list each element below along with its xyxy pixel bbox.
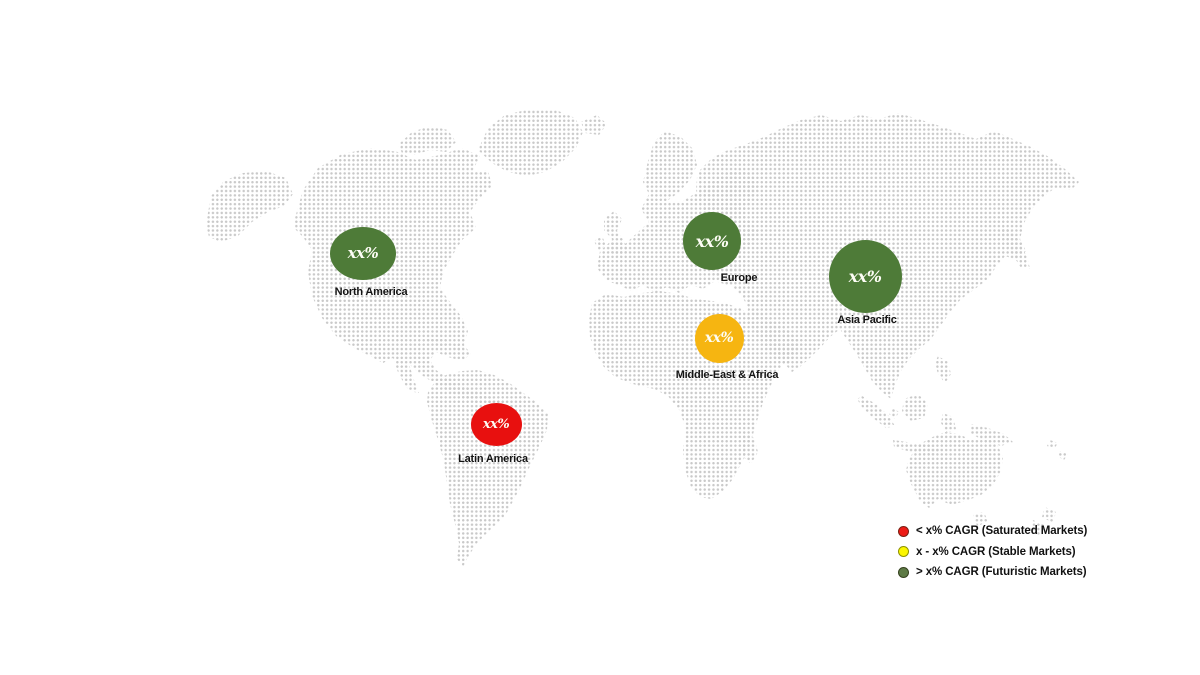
region-value: xx% bbox=[482, 416, 510, 432]
region-label-middle-east-africa: Middle-East & Africa bbox=[675, 369, 779, 381]
region-label-europe: Europe bbox=[720, 272, 758, 284]
legend-dot-icon bbox=[898, 525, 909, 537]
legend-dot-icon bbox=[898, 546, 909, 558]
legend-label: x - x% CAGR (Stable Markets) bbox=[916, 545, 1076, 558]
region-bubble-middle-east-africa: xx% bbox=[694, 313, 744, 363]
legend-item: > x% CAGR (Futuristic Markets) bbox=[898, 562, 1087, 583]
legend-dot-icon bbox=[898, 566, 909, 578]
region-value: xx% bbox=[695, 231, 729, 251]
cagr-legend: < x% CAGR (Saturated Markets) x - x% CAGR… bbox=[898, 521, 1087, 583]
region-label-north-america: North America bbox=[334, 286, 408, 298]
region-label-latin-america: Latin America bbox=[458, 453, 528, 465]
region-value: xx% bbox=[848, 266, 882, 286]
legend-label: > x% CAGR (Futuristic Markets) bbox=[916, 566, 1087, 579]
legend-label: < x% CAGR (Saturated Markets) bbox=[916, 525, 1088, 538]
region-bubble-north-america: xx% bbox=[330, 226, 396, 280]
legend-item: < x% CAGR (Saturated Markets) bbox=[898, 521, 1087, 542]
region-bubble-europe: xx% bbox=[683, 212, 741, 270]
region-label-asia-pacific: Asia Pacific bbox=[837, 314, 897, 326]
region-bubble-asia-pacific: xx% bbox=[828, 239, 902, 313]
region-value: xx% bbox=[347, 244, 379, 262]
legend-item: x - x% CAGR (Stable Markets) bbox=[898, 542, 1087, 563]
region-value: xx% bbox=[704, 330, 734, 346]
region-bubble-latin-america: xx% bbox=[470, 402, 522, 446]
